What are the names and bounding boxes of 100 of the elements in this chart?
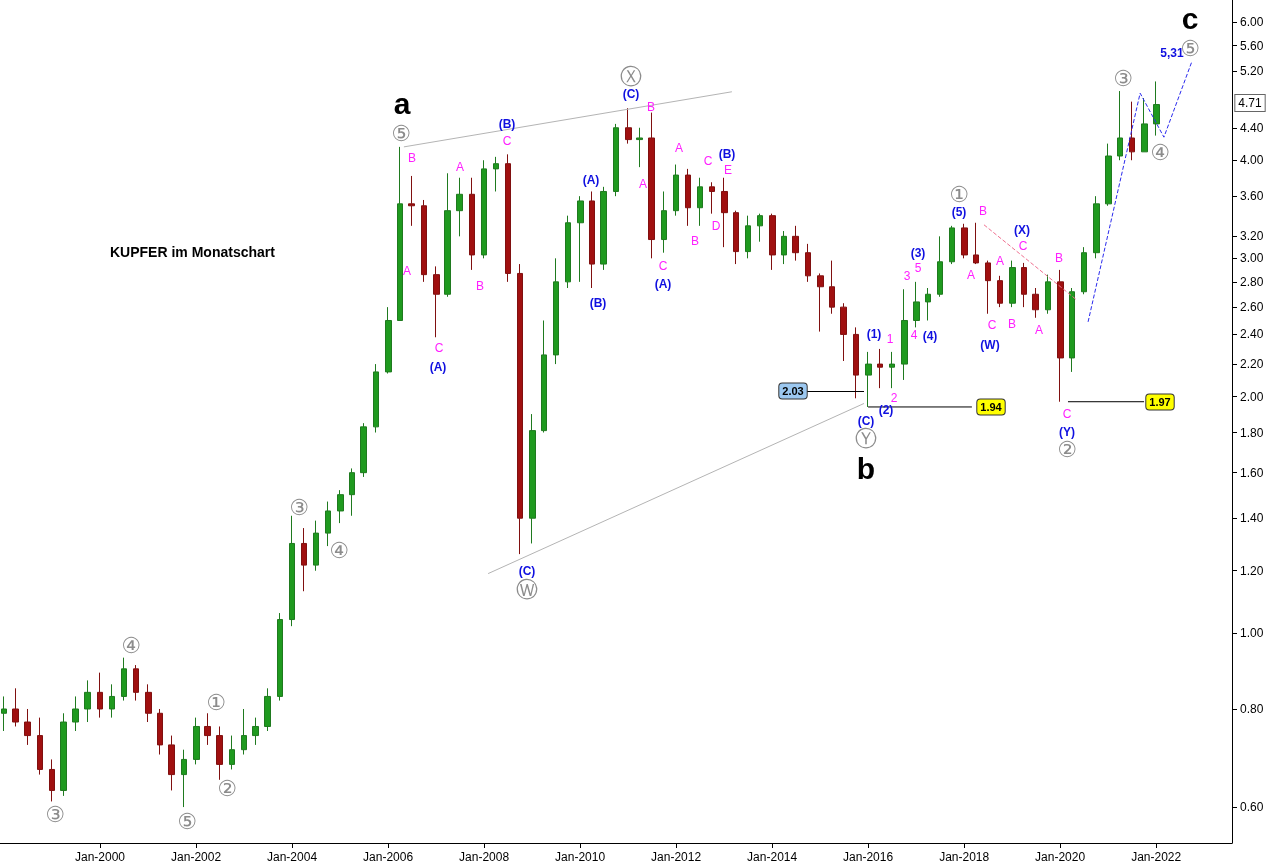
candlestick [301,527,307,592]
annotation: 1 [886,332,894,346]
candlestick [49,758,55,802]
candlestick [421,199,427,283]
y-tick-label: 0.80 [1240,701,1264,716]
candlestick [204,712,211,746]
candlestick [1081,246,1087,295]
annotation: (3) [910,246,926,260]
candlestick [252,717,259,746]
candlestick [1009,260,1016,308]
y-tick-label: 1.80 [1240,425,1264,440]
annotation: A [1034,323,1044,337]
candlestick [1021,262,1027,308]
annotation: E [723,163,733,177]
y-tick-label: 1.60 [1240,465,1264,480]
candlestick [1117,90,1123,161]
candlestick [1032,287,1039,319]
annotation: A [638,177,648,191]
annotation: a [393,86,411,120]
annotation: (5) [951,205,967,219]
candlestick [709,181,715,215]
annotation: 4 [910,328,918,342]
y-tick-label: 1.00 [1240,625,1264,640]
candlestick [1105,143,1112,207]
candlestick [517,263,523,555]
annotation: (B) [498,117,516,131]
candlestick [168,735,175,791]
candlestick [277,612,283,702]
candlestick [553,257,559,365]
y-tick-label: 1.20 [1240,563,1264,578]
candlestick [792,225,799,262]
candlestick [408,175,415,227]
annotation: B [407,151,417,165]
annotation: ③ [289,494,309,520]
annotation: 2.03 [782,385,804,397]
candlestick [109,683,115,719]
annotation: C [658,259,668,273]
candlestick [1093,195,1100,259]
x-tick-label: Jan-2012 [651,850,702,864]
annotation: (X) [1014,223,1030,237]
annotation: B [978,204,988,218]
candlestick [145,683,152,723]
candlestick [853,326,859,399]
candlestick [349,467,355,517]
annotation: b [856,451,876,485]
candlestick [493,156,499,192]
candlestick [433,265,440,338]
annotation: B [1054,251,1064,265]
x-tick-label: Jan-2002 [171,850,222,864]
annotation: Ⓦ [516,576,538,602]
candlestick [24,708,31,746]
y-tick-label: 1.40 [1240,511,1264,526]
y-tick-label: 5.60 [1240,38,1264,53]
candlestick [577,195,584,283]
annotation: (2) [878,403,894,417]
candlestick [289,515,295,627]
candlestick [961,223,968,259]
annotation: A [402,264,412,278]
annotation: C [434,341,444,355]
annotation: (A) [654,277,672,291]
y-tick-label: 2.40 [1240,327,1264,342]
candlestick [877,348,883,389]
annotation: ③ [1113,65,1133,91]
candlestick [685,168,691,227]
candlestick [444,172,451,298]
candlestick [1045,274,1051,315]
annotation: ⑤ [177,808,197,834]
candlestick [121,657,127,702]
x-tick-label: Jan-2006 [363,850,414,864]
annotation: ① [206,689,226,715]
y-tick-label: 0.60 [1240,800,1264,815]
x-tick-label: Jan-2008 [459,850,510,864]
x-tick-label: Jan-2014 [747,850,798,864]
candlestick [829,260,835,315]
annotation: (W) [980,338,1000,352]
candlestick [648,112,655,259]
candlestick [397,146,403,321]
candlestick [565,215,571,289]
annotation: A [455,160,465,174]
candlestick [97,672,103,719]
annotation: A [995,254,1005,268]
candlestick [805,243,811,283]
y-tick-label: 6.00 [1240,15,1264,29]
candlestick [613,123,619,197]
x-tick-label: Jan-2022 [1131,850,1182,864]
y-tick-label: 4.00 [1240,153,1264,168]
candlestick [541,320,547,433]
candlestick [505,153,511,283]
candlestick [973,222,979,265]
candlestick [12,687,19,727]
candlestick [216,725,223,781]
annotation: 5 [914,261,922,275]
candlestick [60,712,67,797]
x-tick-label: Jan-2018 [939,850,990,864]
annotation: (C) [622,87,640,101]
candlestick [360,422,367,478]
annotation: C [502,134,512,148]
text: 4.71 [1238,96,1262,110]
annotation: B [690,234,700,248]
candlestick [757,213,763,243]
